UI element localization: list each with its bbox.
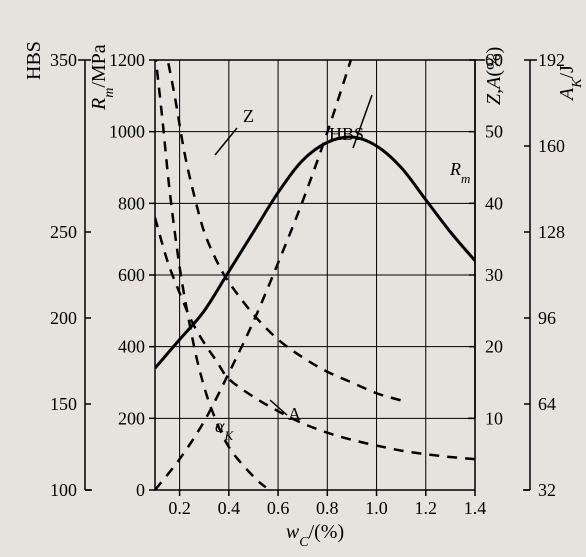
aK-label: αK	[215, 416, 234, 443]
Rm-label: Rm	[449, 159, 470, 186]
rm-tick-label: 400	[118, 337, 145, 357]
za-tick-label: 50	[485, 122, 503, 142]
za-axis-title: Z,A(%)	[483, 47, 505, 105]
A-curve	[155, 218, 475, 460]
ak-tick-label: 64	[538, 394, 556, 414]
x-tick-label: 0.4	[218, 498, 241, 518]
hbs-axis-title: HBS	[23, 41, 45, 80]
hbs-tick-label: 100	[50, 480, 77, 500]
rm-tick-label: 0	[136, 480, 145, 500]
x-tick-label: 1.2	[415, 498, 438, 518]
za-tick-label: 20	[485, 337, 503, 357]
za-tick-label: 40	[485, 193, 503, 213]
rm-tick-label: 200	[118, 408, 145, 428]
hbs-tick-label: 350	[50, 50, 77, 70]
ak-tick-label: 160	[538, 136, 565, 156]
hbs-tick-label: 250	[50, 222, 77, 242]
ak-tick-label: 128	[538, 222, 565, 242]
chart: 0.2 0.4 0.6 0.8 1.0 1.2 1.4 0 200 400 600 800 1000 12…	[0, 0, 586, 557]
x-tick-label: 0.6	[267, 498, 290, 518]
rm-tick-label: 800	[118, 193, 145, 213]
hbs-tick-label: 150	[50, 394, 77, 414]
HBS-curve	[155, 17, 364, 490]
Z-label: Z	[243, 106, 254, 126]
za-tick-label: 30	[485, 265, 503, 285]
rm-tick-label: 1000	[109, 122, 145, 142]
ak-tick-label: 32	[538, 480, 556, 500]
x-axis-title: wC/(%)	[286, 521, 344, 550]
za-tick-label: 10	[485, 408, 503, 428]
x-tick-label: 1.4	[464, 498, 487, 518]
hbs-tick-label: 200	[50, 308, 77, 328]
ak-axis-title: AK/J	[556, 65, 585, 102]
ak-tick-label: 96	[538, 308, 556, 328]
rm-tick-label: 600	[118, 265, 145, 285]
rm-tick-label: 1200	[109, 50, 145, 70]
Rm-curve	[155, 137, 475, 368]
x-tick-label: 0.8	[316, 498, 339, 518]
Z-curve	[165, 46, 401, 401]
x-tick-label: 1.0	[365, 498, 388, 518]
x-tick-label: 0.2	[168, 498, 191, 518]
A-label: A	[288, 404, 301, 424]
